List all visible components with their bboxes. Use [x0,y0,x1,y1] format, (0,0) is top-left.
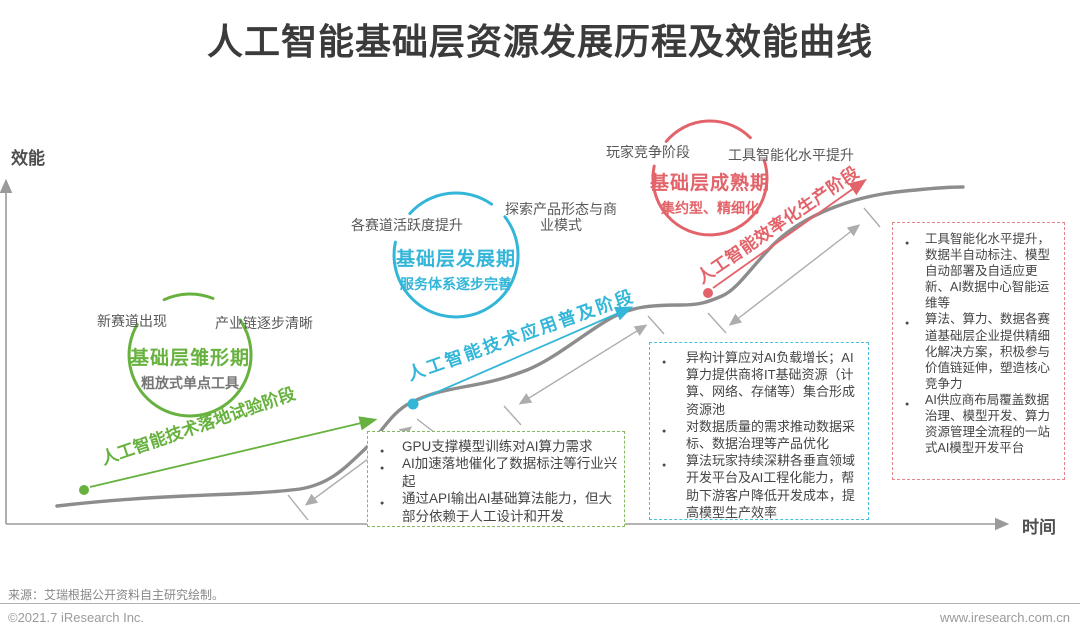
list-item: ● 对数据质量的需求推动数据采标、数据治理等产品优化 [650,418,864,452]
blue-annotation-box: ● 异构计算应对AI负载增长；AI算力提供商将IT基础资源（计算、网络、存储等）集… [649,342,869,520]
bullet-dot: ● [905,320,910,328]
red-circle-subtitle: 集约型、精细化 [661,200,759,216]
blue-stage-circle-text: 基础层发展期 服务体系逐步完善 [371,244,541,294]
page-title: 人工智能基础层资源发展历程及效能曲线 [206,21,873,62]
bullet-dot: ● [905,240,910,247]
list-item: ● 通过API输出AI基础算法能力，但大部分依赖于人工设计和开发 [368,490,620,525]
red-stage-circle [651,119,769,237]
bullet-dot: ● [380,500,385,508]
footer-copyright: ©2021.7 iResearch Inc. [8,610,145,625]
red-stage-right-label: 工具智能化水平提升 [728,147,854,163]
transition-arrow-3 [707,207,881,334]
green-phase-arrow [79,416,378,495]
red-phase-arrow [703,178,867,298]
red-circle-title: 基础层成熟期 [649,173,770,194]
list-item: ● AI加速落地催化了数据标注等行业兴起 [368,455,620,490]
list-item-text: 算法、算力、数据各赛道基础层企业提供精细化解决方案，积极参与价值链延伸，塑造核心… [925,312,1051,391]
blue-circle-title: 基础层发展期 [395,249,516,270]
red-stage-left-label: 玩家竞争阶段 [606,144,690,160]
bullet-dot: ● [905,400,910,408]
red-annotation-box: ● 工具智能化水平提升，数据半自动标注、模型自动部署及自适应更新、AI数据中心智能… [892,222,1065,480]
blue-stage-left-label: 各赛道活跃度提升 [351,217,463,233]
transition-arrow-2 [503,315,665,426]
green-stage-left-label: 新赛道出现 [97,313,167,329]
blue-annotation-list: ● 异构计算应对AI负载增长；AI算力提供商将IT基础资源（计算、网络、存储等）集… [650,343,868,521]
green-circle-title: 基础层雏形期 [129,348,250,369]
bullet-dot: ● [662,427,667,435]
list-item: ● 算法、算力、数据各赛道基础层企业提供精细化解决方案，积极参与价值链延伸，塑造核… [893,311,1060,391]
red-annotation-list: ● 工具智能化水平提升，数据半自动标注、模型自动部署及自适应更新、AI数据中心智能… [893,223,1064,456]
list-item: ● 工具智能化水平提升，数据半自动标注、模型自动部署及自适应更新、AI数据中心智能… [893,231,1060,311]
bullet-dot: ● [380,465,385,473]
bullet-dot: ● [662,359,667,366]
blue-circle-subtitle: 服务体系逐步完善 [400,276,512,292]
list-item-text: AI加速落地催化了数据标注等行业兴起 [402,456,618,489]
list-item-text: 异构计算应对AI负载增长；AI算力提供商将IT基础资源（计算、网络、存储等）集合… [686,350,856,417]
list-item-text: 工具智能化水平提升，数据半自动标注、模型自动部署及自适应更新、AI数据中心智能运… [925,232,1051,311]
green-stage-circle-text: 基础层雏形期 粗放式单点工具 [105,343,275,393]
x-axis-label: 时间 [1022,518,1056,537]
bullet-dot: ● [662,462,667,470]
bullet-dot: ● [380,448,385,455]
y-axis-label: 效能 [11,149,45,168]
list-item: ● AI供应商布局覆盖数据治理、模型开发、算力资源管理全流程的一站式AI模型开发平… [893,392,1060,456]
green-stage-circle [127,292,253,418]
red-stage-circle-text: 基础层成熟期 集约型、精细化 [625,168,795,218]
list-item-text: 对数据质量的需求推动数据采标、数据治理等产品优化 [686,418,856,452]
list-item-text: AI供应商布局覆盖数据治理、模型开发、算力资源管理全流程的一站式AI模型开发平台 [925,392,1051,456]
footer-website: www.iresearch.com.cn [939,610,1070,625]
list-item-text: GPU支撑模型训练对AI算力需求 [402,439,593,454]
footer-source-note: 来源：艾瑞根据公开资料自主研究绘制。 [8,588,225,602]
green-circle-subtitle: 粗放式单点工具 [141,375,239,391]
green-annotation-box: ● GPU支撑模型训练对AI算力需求 ● AI加速落地催化了数据标注等行业兴起 ● 通… [367,431,625,527]
list-item-text: 算法玩家持续深耕各垂直领域开发平台及AI工程化能力，帮助下游客户降低开发成本，提… [686,453,856,520]
list-item: ● GPU支撑模型训练对AI算力需求 [368,438,620,455]
blue-phase-arrow [407,306,634,410]
blue-stage-circle [392,191,520,319]
green-stage-right-label: 产业链逐步清晰 [215,315,313,331]
green-annotation-list: ● GPU支撑模型训练对AI算力需求 ● AI加速落地催化了数据标注等行业兴起 ● 通… [368,432,624,525]
list-item-text: 通过API输出AI基础算法能力，但大部分依赖于人工设计和开发 [402,491,613,524]
footer-divider [0,603,1080,604]
list-item: ● 算法玩家持续深耕各垂直领域开发平台及AI工程化能力，帮助下游客户降低开发成本，… [650,452,864,521]
blue-stage-right-label: 探索产品形态与商业模式 [505,201,617,233]
list-item: ● 异构计算应对AI负载增长；AI算力提供商将IT基础资源（计算、网络、存储等）集… [650,349,864,418]
